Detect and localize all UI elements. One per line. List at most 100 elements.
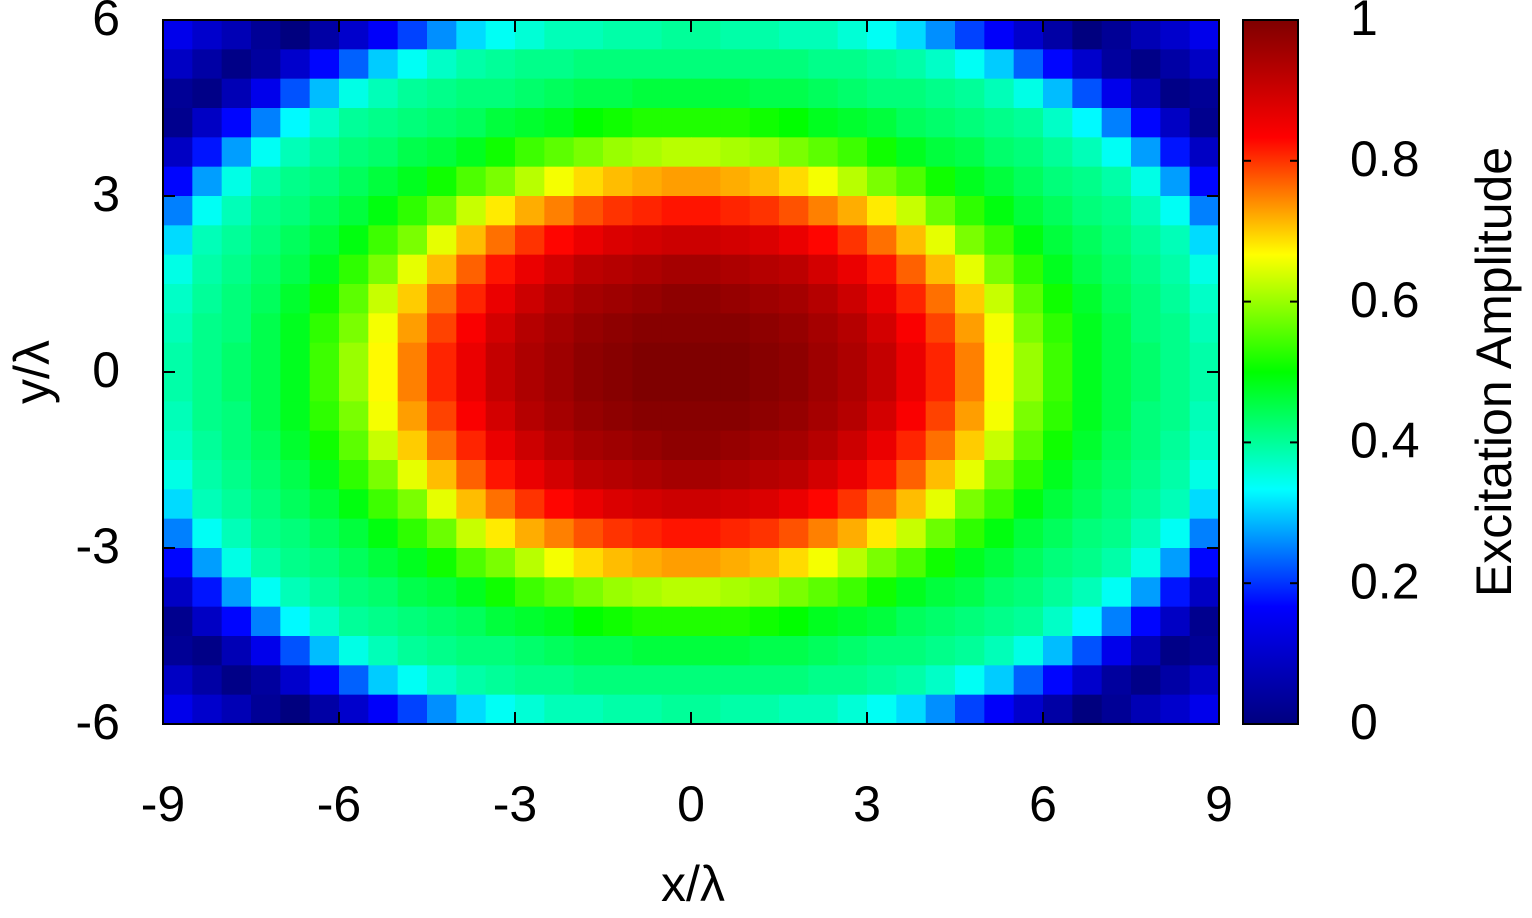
heatmap-cell (309, 137, 340, 168)
heatmap-cell (515, 606, 545, 637)
heatmap-cell (603, 460, 633, 490)
heatmap-cell (896, 665, 927, 696)
heatmap-cell (603, 548, 633, 578)
heatmap-cell (749, 254, 780, 285)
heatmap-cell (867, 372, 897, 402)
heatmap-cell (280, 108, 311, 138)
heatmap-cell (1013, 137, 1044, 168)
heatmap-cell (661, 489, 692, 520)
heatmap-cell (544, 636, 575, 666)
heatmap-cell (661, 137, 692, 168)
heatmap-cell (251, 166, 281, 197)
heatmap-cell (632, 49, 663, 80)
heatmap-cell (1101, 401, 1132, 432)
heatmap-cell (485, 284, 516, 314)
heatmap-cell (309, 430, 340, 461)
heatmap-cell (749, 137, 780, 168)
heatmap-cell (427, 577, 457, 608)
heatmap-cell (515, 108, 545, 138)
heatmap-cell (339, 577, 369, 608)
heatmap-cell (221, 78, 252, 109)
heatmap-cell (867, 694, 897, 725)
heatmap-cell (544, 254, 575, 285)
heatmap-cell (515, 254, 545, 285)
heatmap-cell (837, 372, 868, 402)
heatmap-cell (1101, 20, 1132, 50)
heatmap-cell (896, 430, 927, 461)
heatmap-cell (925, 342, 956, 373)
heatmap-cell (1043, 20, 1073, 50)
heatmap-cell (309, 284, 340, 314)
heatmap-cell (808, 284, 839, 314)
heatmap-cell (192, 254, 223, 285)
heatmap-cell (573, 313, 604, 344)
heatmap-cell (1189, 20, 1220, 50)
heatmap-cell (837, 254, 868, 285)
heatmap-cell (515, 342, 545, 373)
heatmap-cell (867, 460, 897, 490)
heatmap-cell (749, 166, 780, 197)
heatmap-cell (749, 577, 780, 608)
heatmap-cell (1189, 460, 1220, 490)
heatmap-cell (867, 577, 897, 608)
heatmap-cell (837, 460, 868, 490)
heatmap-cell (339, 665, 369, 696)
heatmap-cell (925, 694, 956, 725)
heatmap-cell (397, 342, 428, 373)
heatmap-cell (896, 284, 927, 314)
heatmap-cell (251, 313, 281, 344)
heatmap-cell (1013, 518, 1044, 549)
heatmap-cell (779, 518, 809, 549)
heatmap-cell (984, 196, 1015, 226)
heatmap-cell (309, 166, 340, 197)
heatmap-cell (867, 518, 897, 549)
heatmap-cell (163, 78, 193, 109)
heatmap-cell (925, 606, 956, 637)
heatmap-cell (163, 137, 193, 168)
heatmap-cell (309, 636, 340, 666)
heatmap-cell (280, 372, 311, 402)
heatmap-cell (309, 225, 340, 256)
heatmap-cell (779, 606, 809, 637)
heatmap-cell (896, 108, 927, 138)
heatmap-cell (221, 606, 252, 637)
heatmap-cell (1101, 636, 1132, 666)
y-tick-label: -6 (76, 694, 120, 750)
heatmap-cell (1189, 401, 1220, 432)
heatmap-cell (925, 225, 956, 256)
heatmap-cell (661, 108, 692, 138)
heatmap-cell (515, 460, 545, 490)
heatmap-cell (339, 137, 369, 168)
heatmap-cell (251, 108, 281, 138)
heatmap-cell (867, 665, 897, 696)
heatmap-cell (749, 430, 780, 461)
heatmap-cell (1101, 284, 1132, 314)
heatmap-cell (837, 166, 868, 197)
heatmap-cell (544, 694, 575, 725)
heatmap-cell (984, 489, 1015, 520)
heatmap-cell (691, 489, 721, 520)
heatmap-cell (691, 196, 721, 226)
heatmap-cell (896, 49, 927, 80)
heatmap-cell (544, 489, 575, 520)
heatmap-cell (251, 606, 281, 637)
heatmap-cell (661, 372, 692, 402)
heatmap-cell (1013, 694, 1044, 725)
heatmap-cell (1043, 108, 1073, 138)
heatmap-cell (661, 460, 692, 490)
heatmap-cell (251, 225, 281, 256)
heatmap-cell (251, 636, 281, 666)
heatmap-cell (720, 489, 751, 520)
heatmap-cell (368, 196, 399, 226)
heatmap-cell (427, 313, 457, 344)
heatmap-cell (1189, 254, 1220, 285)
heatmap-cell (339, 108, 369, 138)
heatmap-cell (720, 577, 751, 608)
heatmap-cell (485, 108, 516, 138)
heatmap-cell (632, 20, 663, 50)
heatmap-cell (837, 694, 868, 725)
x-tick-label: -6 (317, 776, 361, 832)
heatmap-cell (485, 372, 516, 402)
heatmap-cell (779, 196, 809, 226)
heatmap-cell (397, 254, 428, 285)
